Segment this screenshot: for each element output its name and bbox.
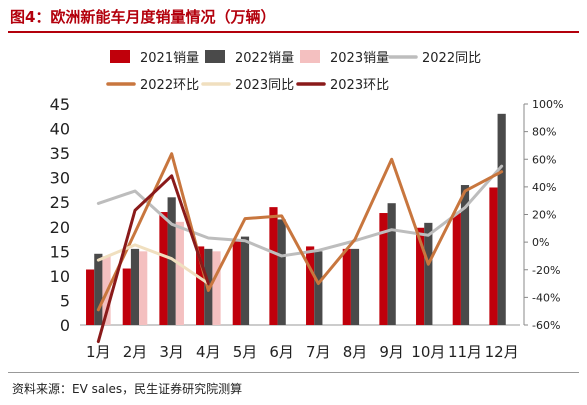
- x-tick-label: 7月: [306, 343, 331, 361]
- title-rule: [8, 31, 579, 33]
- x-axis: 1月 2月 3月 4月 5月 6月 7月 8月 9月 10月 11月 12月: [80, 324, 520, 361]
- y2-tick-label: 80%: [532, 126, 556, 139]
- bar: [460, 185, 470, 325]
- x-tick-label: 8月: [343, 343, 368, 361]
- bar: [387, 203, 396, 325]
- x-tick-label: 12月: [485, 343, 519, 361]
- x-tick-label: 2月: [123, 343, 148, 361]
- bar: [167, 197, 176, 325]
- legend-swatch: [205, 50, 225, 63]
- x-tick-label: 4月: [196, 343, 221, 361]
- bar: [416, 227, 425, 325]
- bar: [196, 246, 205, 325]
- y-tick-label: 45: [50, 95, 70, 114]
- y-axis-left: 0 5 10 15 20 25 30 35 40 45: [50, 95, 70, 335]
- bar: [452, 213, 461, 325]
- bar: [306, 246, 315, 325]
- bottom-rule: [8, 372, 579, 373]
- bar: [139, 251, 148, 325]
- y-tick-label: 25: [50, 193, 70, 212]
- bar: [122, 268, 131, 325]
- y2-tick-label: 60%: [532, 153, 556, 166]
- bars: [86, 113, 506, 325]
- legend: 2021销量 2022销量 2023销量 2022同比 2022环比 2023同比 2023…: [106, 50, 481, 93]
- x-tick-label: 11月: [448, 343, 482, 361]
- legend-label: 2023同比: [235, 78, 294, 93]
- bar: [424, 222, 433, 325]
- legend-label: 2021销量: [140, 51, 199, 66]
- y2-tick-label: -20%: [532, 264, 560, 277]
- bar: [489, 187, 498, 325]
- legend-label: 2023销量: [330, 51, 389, 66]
- bar: [277, 219, 286, 325]
- bar: [212, 251, 221, 325]
- legend-label: 2022同比: [422, 51, 481, 66]
- bar: [240, 236, 250, 325]
- y2-tick-label: 0%: [532, 236, 549, 249]
- bar: [175, 221, 184, 325]
- bar: [94, 253, 103, 325]
- source-note: 资料来源：EV sales，民生证券研究院测算: [12, 382, 243, 396]
- y2-tick-label: -60%: [532, 319, 560, 332]
- legend-swatch: [110, 50, 130, 63]
- bar: [232, 239, 241, 325]
- x-tick-label: 10月: [411, 343, 445, 361]
- legend-label: 2022销量: [235, 51, 294, 66]
- x-tick-label: 3月: [159, 343, 184, 361]
- series-line: [96, 164, 504, 258]
- bar: [350, 248, 360, 325]
- chart-title: 图4：欧洲新能车月度销量情况（万辆）: [10, 8, 276, 26]
- legend-label: 2023环比: [330, 78, 389, 93]
- series-line: [96, 152, 504, 312]
- bar: [379, 213, 388, 325]
- series-line: [96, 243, 210, 286]
- bar: [497, 113, 506, 325]
- y-tick-label: 40: [50, 120, 70, 139]
- y-tick-label: 5: [60, 291, 70, 310]
- y-axis-right: -60% -40% -20% 0% 20% 40% 60% 80% 100%: [523, 98, 563, 332]
- y-tick-label: 0: [60, 316, 70, 335]
- y-tick-label: 30: [50, 169, 70, 188]
- bar: [159, 212, 168, 325]
- bar: [314, 251, 323, 325]
- lines: [96, 152, 504, 344]
- series-line: [96, 174, 210, 344]
- y2-tick-label: 100%: [532, 98, 563, 111]
- bar: [342, 248, 351, 325]
- y-tick-label: 20: [50, 218, 70, 237]
- x-tick-label: 6月: [269, 343, 294, 361]
- legend-label: 2022环比: [140, 78, 199, 93]
- y-tick-label: 10: [50, 267, 70, 286]
- y2-tick-label: 40%: [532, 181, 556, 194]
- bar: [269, 207, 278, 325]
- y2-tick-label: 20%: [532, 209, 556, 222]
- x-tick-label: 1月: [86, 343, 111, 361]
- y-tick-label: 35: [50, 144, 70, 163]
- y-tick-label: 15: [50, 242, 70, 261]
- legend-swatch: [300, 50, 320, 63]
- x-tick-label: 9月: [379, 343, 404, 361]
- bar: [130, 248, 140, 325]
- y2-tick-label: -40%: [532, 291, 560, 304]
- x-tick-label: 5月: [233, 343, 258, 361]
- bar: [86, 269, 95, 325]
